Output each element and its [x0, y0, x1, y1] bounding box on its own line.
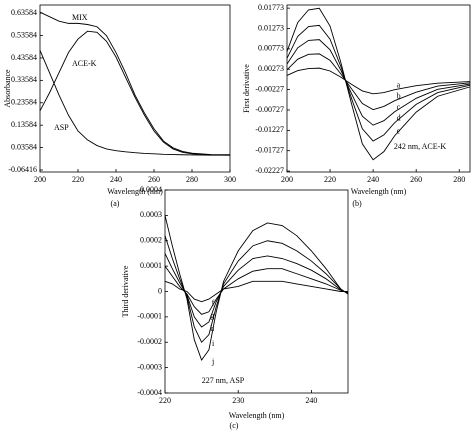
series-line [164, 265, 349, 315]
series-line [286, 67, 471, 95]
x-tick-label: 240 [367, 175, 379, 184]
y-tick-label: 0.0001 [140, 261, 162, 270]
y-tick-label: -0.00727 [255, 105, 284, 114]
series-label: d [397, 114, 401, 123]
y-tick-label: 0.13584 [11, 120, 37, 129]
y-tick-label: 0.53584 [11, 30, 37, 39]
y-axis-label: Third derivative [121, 265, 130, 317]
plot-frame [39, 4, 231, 173]
y-axis-label: Absorbance [3, 69, 12, 108]
y-tick-label: 0.00773 [258, 44, 284, 53]
x-tick-label: 230 [232, 396, 244, 405]
series-label: h [210, 324, 214, 333]
series-line [164, 280, 348, 303]
series-label: c [397, 103, 401, 112]
y-tick-label: -0.06416 [8, 165, 37, 174]
series-line [39, 30, 231, 156]
x-axis-label: Wavelength (nm) [229, 411, 285, 420]
y-tick-label: 0.01273 [258, 23, 284, 32]
x-tick-label: 260 [148, 175, 160, 184]
series-line [286, 7, 471, 161]
y-tick-label: 0.0002 [140, 236, 162, 245]
x-tick-label: 220 [159, 396, 171, 405]
series-line [286, 24, 471, 142]
series-line [286, 53, 471, 111]
y-tick-label: 0.00273 [258, 64, 284, 73]
series-label: MIX [72, 13, 88, 22]
series-label: i [212, 339, 215, 348]
y-tick-label: 0.23584 [11, 98, 37, 107]
y-tick-label: 0.01773 [258, 3, 284, 12]
series-line [164, 215, 349, 361]
y-tick-label: 0.0004 [140, 185, 162, 194]
series-label: g [210, 311, 214, 320]
x-axis-label: Wavelength (nm) [107, 187, 163, 196]
x-tick-label: 220 [324, 175, 336, 184]
caption: (c) [230, 421, 239, 430]
series-line [164, 235, 349, 344]
y-tick-label: -0.01227 [255, 125, 284, 134]
plot-frame [286, 4, 471, 173]
y-tick-label: -0.0002 [137, 337, 162, 346]
x-axis-label: Wavelength (nm) [351, 187, 407, 196]
series-label: ACE-K [72, 59, 97, 68]
series-line [164, 253, 349, 328]
y-tick-label: 0.0003 [140, 210, 162, 219]
plot-frame [164, 189, 349, 394]
caption: (a) [111, 199, 120, 208]
x-tick-label: 200 [281, 175, 293, 184]
series-line [39, 11, 231, 156]
y-tick-label: -0.01727 [255, 146, 284, 155]
y-tick-label: 0 [158, 286, 162, 295]
annotation: 242 nm, ACE-K [394, 142, 446, 151]
series-label: ASP [54, 123, 69, 132]
x-tick-label: 280 [453, 175, 465, 184]
series-label: f [212, 298, 215, 307]
y-tick-label: -0.0001 [137, 312, 162, 321]
y-tick-label: -0.0003 [137, 362, 162, 371]
y-tick-label: 0.03584 [11, 142, 37, 151]
annotation: 227 nm, ASP [202, 376, 245, 385]
series-line [39, 50, 230, 156]
series-label: a [397, 81, 401, 90]
y-tick-label: -0.0004 [137, 388, 162, 397]
y-tick-label: -0.00227 [255, 84, 284, 93]
x-tick-label: 240 [305, 396, 317, 405]
y-axis-label: First derivative [242, 64, 251, 113]
x-tick-label: 200 [34, 175, 46, 184]
x-tick-label: 280 [186, 175, 198, 184]
x-tick-label: 220 [72, 175, 84, 184]
x-tick-label: 300 [224, 175, 236, 184]
y-tick-label: 0.33584 [11, 75, 37, 84]
series-label: j [211, 357, 214, 366]
x-tick-label: 240 [110, 175, 122, 184]
caption: (b) [352, 199, 362, 208]
y-tick-label: 0.63584 [11, 8, 37, 17]
series-label: b [397, 92, 401, 101]
y-tick-label: 0.43584 [11, 53, 37, 62]
series-line [286, 39, 471, 126]
series-label: e [397, 127, 401, 136]
y-tick-label: -0.02227 [255, 166, 284, 175]
x-tick-label: 260 [410, 175, 422, 184]
